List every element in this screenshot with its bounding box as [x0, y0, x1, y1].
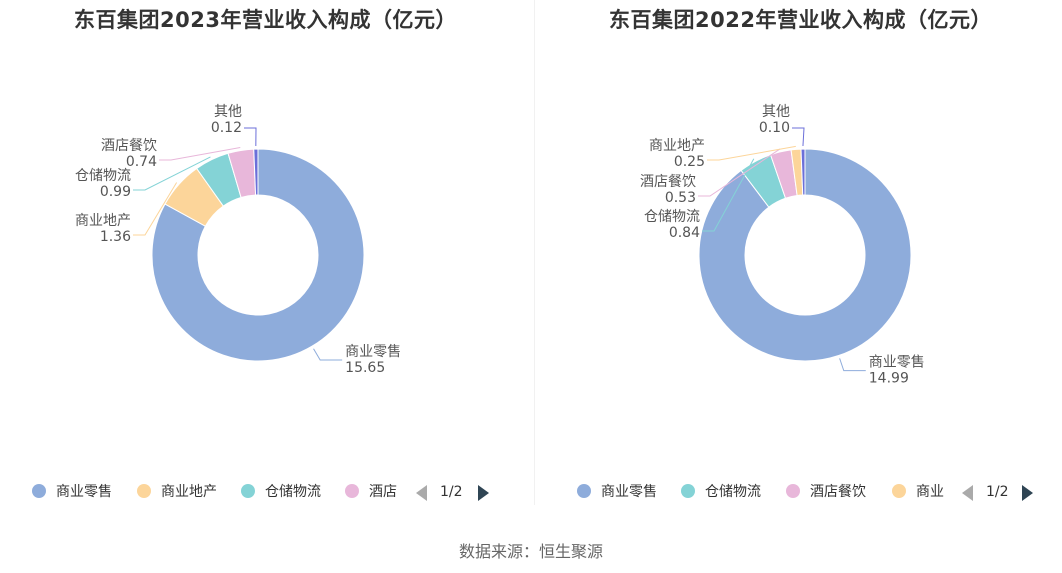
panel-divider	[534, 0, 535, 505]
slice-label-name: 酒店餐饮	[640, 174, 696, 190]
legend-label: 酒店餐饮	[810, 484, 866, 500]
legend-next-page-icon[interactable]	[1022, 485, 1033, 501]
legend-item[interactable]: 酒店餐饮	[786, 480, 866, 504]
slice-label-value: 0.74	[126, 154, 157, 170]
label-leader-line	[707, 145, 796, 161]
slice-label-name: 商业零售	[345, 344, 401, 360]
chart-title: 东百集团2023年营业收入构成（亿元）	[74, 8, 457, 32]
slice-label-value: 14.99	[869, 371, 909, 387]
legend-label: 商业零售	[56, 484, 112, 500]
label-leader-line	[839, 358, 866, 372]
label-leader-line	[133, 156, 211, 191]
label-leader-line	[313, 348, 343, 361]
legend-item[interactable]: 仓储物流	[681, 480, 761, 504]
legend-marker	[577, 483, 591, 498]
legend-marker	[892, 483, 906, 498]
chart-panel-2022: 东百集团2022年营业收入构成（亿元） 商业零售 14.99 仓储物流 0.84 酒店餐…	[535, 0, 1062, 520]
legend-item[interactable]: 商业零售	[577, 480, 657, 504]
legend-prev-page-icon[interactable]	[962, 485, 973, 501]
legend-marker	[345, 483, 359, 498]
label-leader-line	[792, 127, 805, 147]
label-leader-line	[159, 146, 241, 161]
slice-label-name: 其他	[214, 104, 242, 120]
legend-label: 商业零售	[601, 484, 657, 500]
legend-label: 商业	[916, 484, 944, 500]
donut-slice[interactable]	[151, 148, 365, 362]
chart-legend: 商业零售 商业地产 仓储物流 酒店 1/2	[0, 480, 531, 504]
legend-page-indicator: 1/2	[440, 484, 463, 500]
label-leader-line	[133, 182, 178, 236]
legend-label: 酒店	[369, 484, 397, 500]
legend-marker	[681, 483, 695, 498]
slice-label-value: 0.99	[100, 184, 131, 200]
data-source-note: 数据来源：恒生聚源	[458, 542, 603, 561]
label-leader-line	[702, 158, 755, 232]
donut-slice[interactable]	[698, 148, 912, 362]
slice-label-name: 商业地产	[649, 138, 705, 154]
slice-label-value: 0.53	[665, 190, 696, 206]
slice-label-name: 其他	[762, 104, 790, 120]
legend-next-page-icon[interactable]	[478, 485, 489, 501]
legend-marker	[32, 483, 46, 498]
legend-page-indicator: 1/2	[986, 484, 1009, 500]
slice-label-value: 1.36	[100, 229, 131, 245]
chart-title: 东百集团2022年营业收入构成（亿元）	[609, 8, 992, 32]
legend-prev-page-icon[interactable]	[416, 485, 427, 501]
legend-marker	[786, 483, 800, 498]
legend-item[interactable]: 仓储物流	[241, 480, 321, 504]
slice-label-value: 0.84	[669, 225, 700, 241]
slice-label-value: 15.65	[345, 360, 385, 376]
legend-item[interactable]: 商业	[892, 480, 944, 504]
legend-marker	[137, 483, 151, 498]
legend-item[interactable]: 商业零售	[32, 480, 112, 504]
legend-label: 商业地产	[161, 484, 217, 500]
slice-label-value: 0.25	[674, 154, 705, 170]
slice-label-name: 仓储物流	[644, 209, 700, 225]
legend-label: 仓储物流	[705, 484, 761, 500]
slice-label-value: 0.12	[211, 120, 242, 136]
legend-item[interactable]: 酒店	[345, 480, 397, 504]
label-leader-line	[244, 127, 257, 147]
legend-marker	[241, 483, 255, 498]
donut-slice[interactable]	[800, 148, 806, 196]
chart-panel-2023: 东百集团2023年营业收入构成（亿元） 商业零售 15.65 商业地产 1.36 仓储物…	[0, 0, 531, 520]
slice-label-name: 酒店餐饮	[101, 138, 157, 154]
label-leader-line	[698, 148, 781, 197]
donut-slice[interactable]	[253, 148, 259, 196]
legend-label: 仓储物流	[265, 484, 321, 500]
legend-item[interactable]: 商业地产	[137, 480, 217, 504]
slice-label-name: 商业零售	[869, 355, 925, 371]
slice-label-value: 0.10	[759, 120, 790, 136]
slice-label-name: 仓储物流	[75, 168, 131, 184]
chart-legend: 商业零售 仓储物流 酒店餐饮 商业 1/2	[535, 480, 1062, 504]
slice-label-name: 商业地产	[75, 213, 131, 229]
